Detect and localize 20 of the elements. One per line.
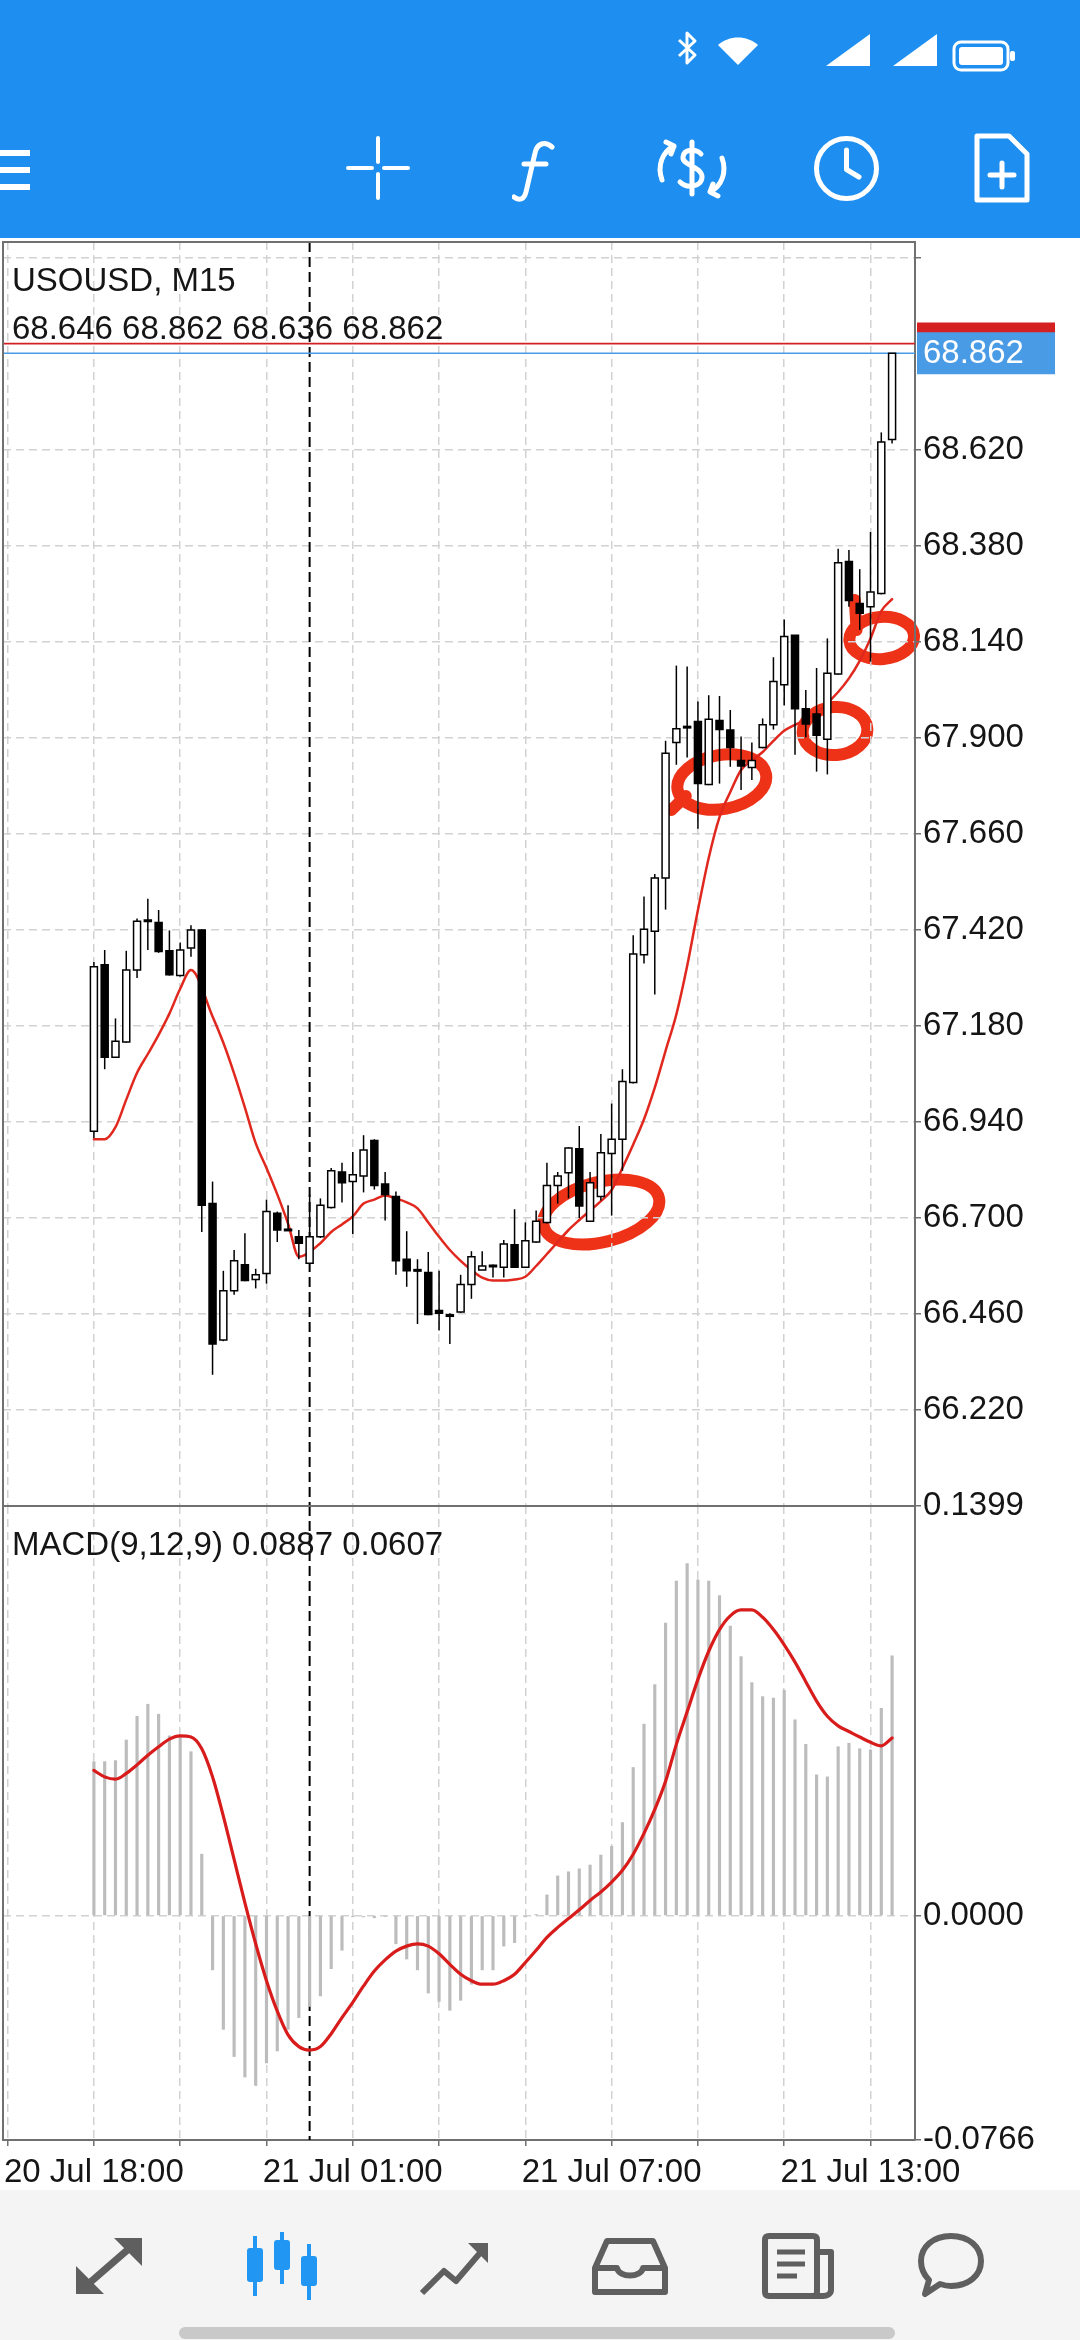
text: 68.646 68.862 68.636 68.862 bbox=[12, 309, 444, 346]
y-tick-label: 67.660 bbox=[923, 813, 1024, 851]
x-tick-label: 20 Jul 18:00 bbox=[4, 2151, 184, 2189]
y-tick-label: 68.380 bbox=[923, 525, 1024, 563]
y-tick-label: 67.180 bbox=[923, 1005, 1024, 1043]
y-tick-label: 0.1399 bbox=[923, 1485, 1024, 1523]
y-tick-label: 66.220 bbox=[923, 1389, 1024, 1427]
y-tick-label: 66.460 bbox=[923, 1293, 1024, 1331]
text: USOUSD, M15 bbox=[12, 261, 236, 298]
y-tick-label: 66.700 bbox=[923, 1197, 1024, 1235]
y-tick-label: 66.940 bbox=[923, 1101, 1024, 1139]
y-tick-label: 67.420 bbox=[923, 909, 1024, 947]
x-tick-label: 21 Jul 07:00 bbox=[521, 2151, 702, 2189]
x-tick-label: 21 Jul 01:00 bbox=[262, 2151, 443, 2189]
ref-line-label: 68.862 bbox=[923, 333, 1024, 371]
y-tick-label: 68.620 bbox=[923, 429, 1024, 467]
y-tick-label: 68.140 bbox=[923, 621, 1024, 659]
y-tick-label: 0.0000 bbox=[923, 1894, 1024, 1932]
y-tick-label: 67.900 bbox=[923, 717, 1024, 755]
text: MACD(9,12,9) 0.0887 0.0607 bbox=[12, 1525, 444, 1562]
